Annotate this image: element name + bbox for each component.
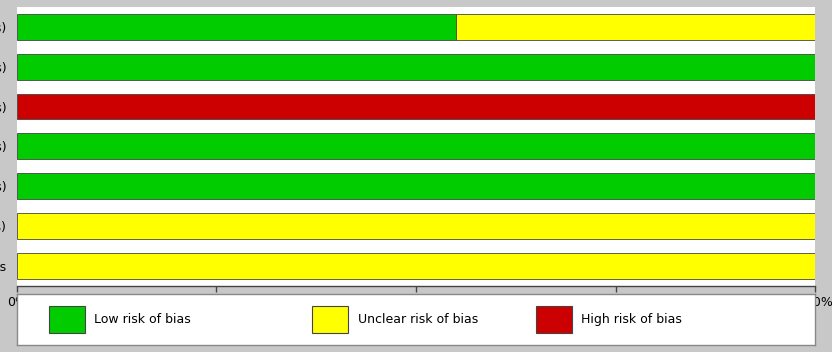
Bar	[17, 173, 815, 199]
Bar	[17, 14, 456, 40]
Bar	[17, 253, 815, 279]
FancyBboxPatch shape	[536, 306, 572, 333]
Text: Unclear risk of bias: Unclear risk of bias	[358, 313, 478, 326]
Text: High risk of bias: High risk of bias	[582, 313, 682, 326]
Bar	[17, 133, 815, 159]
FancyBboxPatch shape	[48, 306, 85, 333]
Bar	[17, 213, 815, 239]
FancyBboxPatch shape	[312, 306, 348, 333]
Bar	[17, 94, 815, 119]
Bar	[456, 14, 815, 40]
Bar	[17, 54, 815, 80]
Text: Low risk of bias: Low risk of bias	[94, 313, 191, 326]
